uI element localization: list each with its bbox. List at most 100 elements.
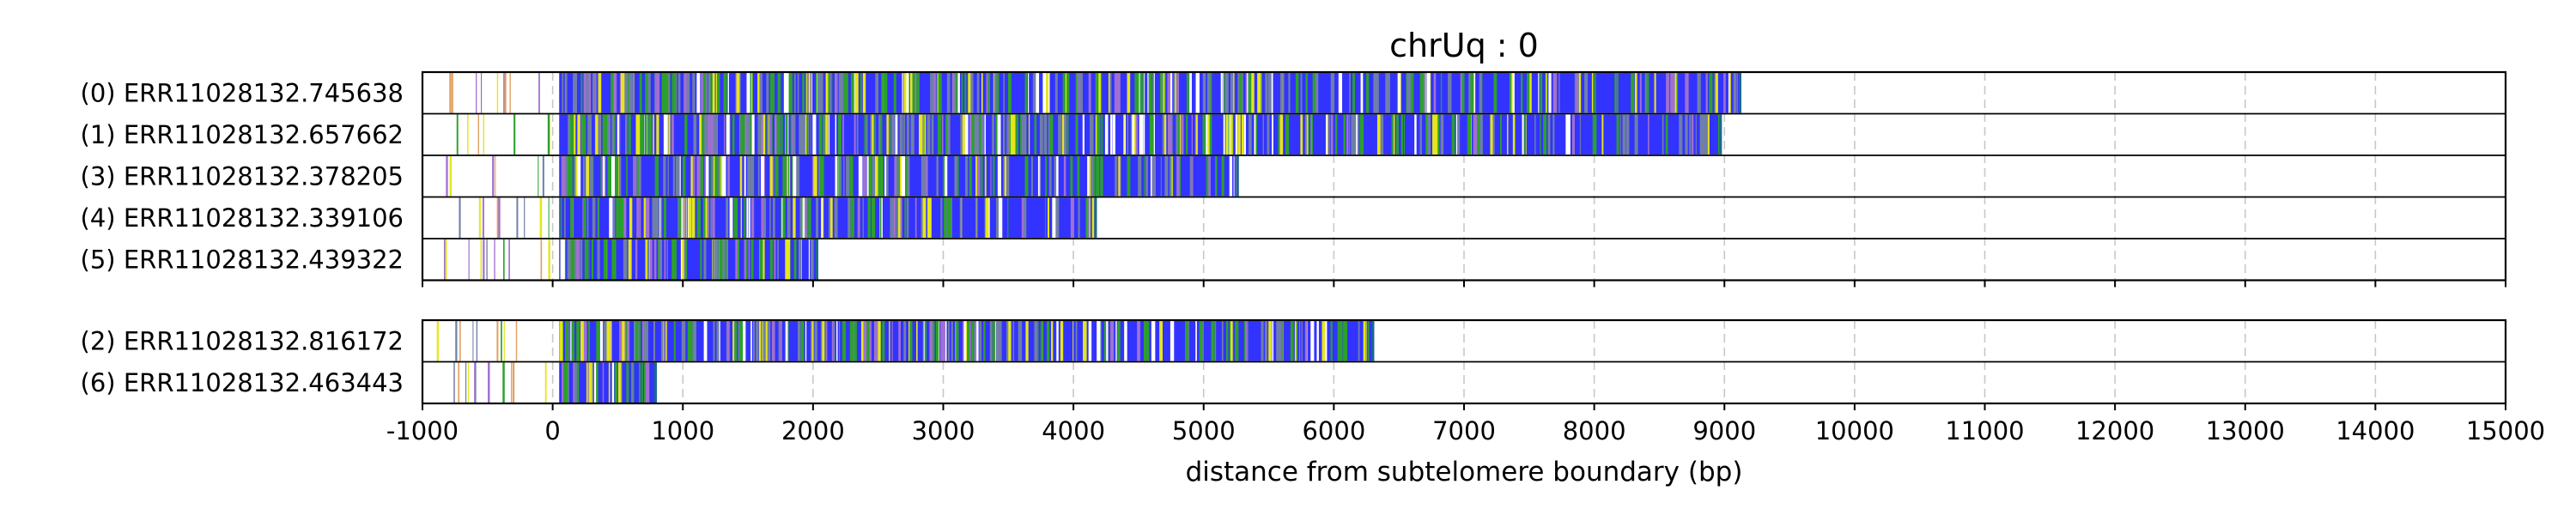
read-stripe <box>941 114 944 154</box>
read-stripe <box>635 239 638 280</box>
read-stripe <box>586 362 588 403</box>
read-label-0-1: (1) ERR11028132.657662 <box>81 120 404 149</box>
read-stripe <box>594 73 597 113</box>
read-stripe <box>587 73 592 113</box>
read-stripe <box>1241 114 1244 154</box>
read-stripe <box>1492 114 1495 154</box>
read-stripe <box>1622 114 1626 154</box>
read-stripe <box>683 197 684 238</box>
read-stripe <box>903 114 906 154</box>
read-stripe <box>577 156 581 197</box>
read-stripe <box>950 197 951 238</box>
read-stripe <box>672 73 677 113</box>
read-end-cap <box>1094 197 1097 238</box>
read-stripe <box>916 321 918 361</box>
read-stripe <box>806 73 809 113</box>
read-stripe <box>1199 321 1203 361</box>
read-stripe <box>629 73 633 113</box>
read-stripe <box>903 321 907 361</box>
read-stripe <box>1108 73 1110 113</box>
read-stripe <box>1008 73 1012 113</box>
read-stripe <box>1024 197 1027 238</box>
read-stripe <box>765 321 769 361</box>
read-stripe <box>886 156 889 197</box>
read-stripe <box>1235 321 1239 361</box>
read-end-cap <box>1371 321 1375 361</box>
read-stripe <box>1091 156 1095 197</box>
read-stripe <box>1325 114 1327 154</box>
x-tick-label-1000: 1000 <box>651 416 714 445</box>
read-stripe <box>1367 321 1370 361</box>
read-stripe <box>583 197 586 238</box>
read-stripe <box>1235 114 1238 154</box>
read-stripe <box>645 362 650 403</box>
read-stripe <box>705 156 708 197</box>
read-stripe <box>593 362 597 403</box>
read-stripe <box>1191 114 1193 154</box>
read-stripe <box>842 321 847 361</box>
read-stripe <box>893 73 896 113</box>
read-stripe <box>983 321 986 361</box>
read-stripe <box>1305 73 1308 113</box>
read-stripe <box>1315 73 1319 113</box>
read-stripe <box>623 239 628 280</box>
read-stripe <box>750 239 754 280</box>
read-stripe <box>1736 73 1738 113</box>
read-stripe <box>1705 73 1708 113</box>
read-label-1-1: (6) ERR11028132.463443 <box>81 368 404 397</box>
read-stripe <box>612 197 616 238</box>
read-stripe <box>711 73 714 113</box>
read-stripe <box>919 114 921 154</box>
read-stripe <box>1310 114 1312 154</box>
read-stripe <box>644 197 647 238</box>
read-stripe <box>1473 73 1476 113</box>
read-stripe <box>1170 321 1175 361</box>
read-stripe <box>596 362 598 403</box>
read-stripe <box>854 321 857 361</box>
read-stripe <box>867 197 871 238</box>
read-stripe <box>875 73 879 113</box>
read-stripe <box>1695 114 1697 154</box>
read-stripe <box>1594 73 1596 113</box>
read-stripe <box>800 114 805 154</box>
read-stripe <box>716 73 720 113</box>
read-stripe <box>645 239 647 280</box>
read-stripe <box>597 239 598 280</box>
read-stripe <box>1127 156 1131 197</box>
read-stripe <box>732 114 735 154</box>
read-stripe <box>1639 73 1642 113</box>
read-stripe <box>735 73 737 113</box>
read-stripe <box>564 73 568 113</box>
read-stripe <box>1365 73 1370 113</box>
read-stripe <box>735 239 738 280</box>
read-stripe <box>1070 197 1074 238</box>
read-stripe <box>560 197 562 238</box>
read-stripe <box>954 156 957 197</box>
read-stripe <box>570 197 574 238</box>
read-stripe <box>812 114 817 154</box>
read-stripe <box>834 197 838 238</box>
read-stripe <box>1343 114 1346 154</box>
read-stripe <box>854 114 856 154</box>
read-stripe <box>637 321 640 361</box>
read-stripe <box>951 197 952 238</box>
read-stripe <box>864 114 868 154</box>
read-stripe <box>1100 156 1103 197</box>
read-stripe <box>580 73 583 113</box>
read-stripe <box>740 114 745 154</box>
read-stripe <box>750 114 754 154</box>
read-stripe <box>1267 114 1270 154</box>
read-stripe <box>1685 114 1688 154</box>
read-stripe <box>1565 114 1570 154</box>
read-stripe <box>788 73 793 113</box>
read-stripe <box>684 197 686 238</box>
read-stripe <box>984 114 986 154</box>
read-stripe <box>748 239 750 280</box>
read-stripe <box>1101 114 1103 154</box>
read-stripe <box>906 114 909 154</box>
read-stripe <box>744 239 748 280</box>
read-stripe <box>976 73 980 113</box>
read-stripe <box>1229 156 1233 197</box>
read-stripe <box>726 321 730 361</box>
read-stripe <box>910 114 914 154</box>
